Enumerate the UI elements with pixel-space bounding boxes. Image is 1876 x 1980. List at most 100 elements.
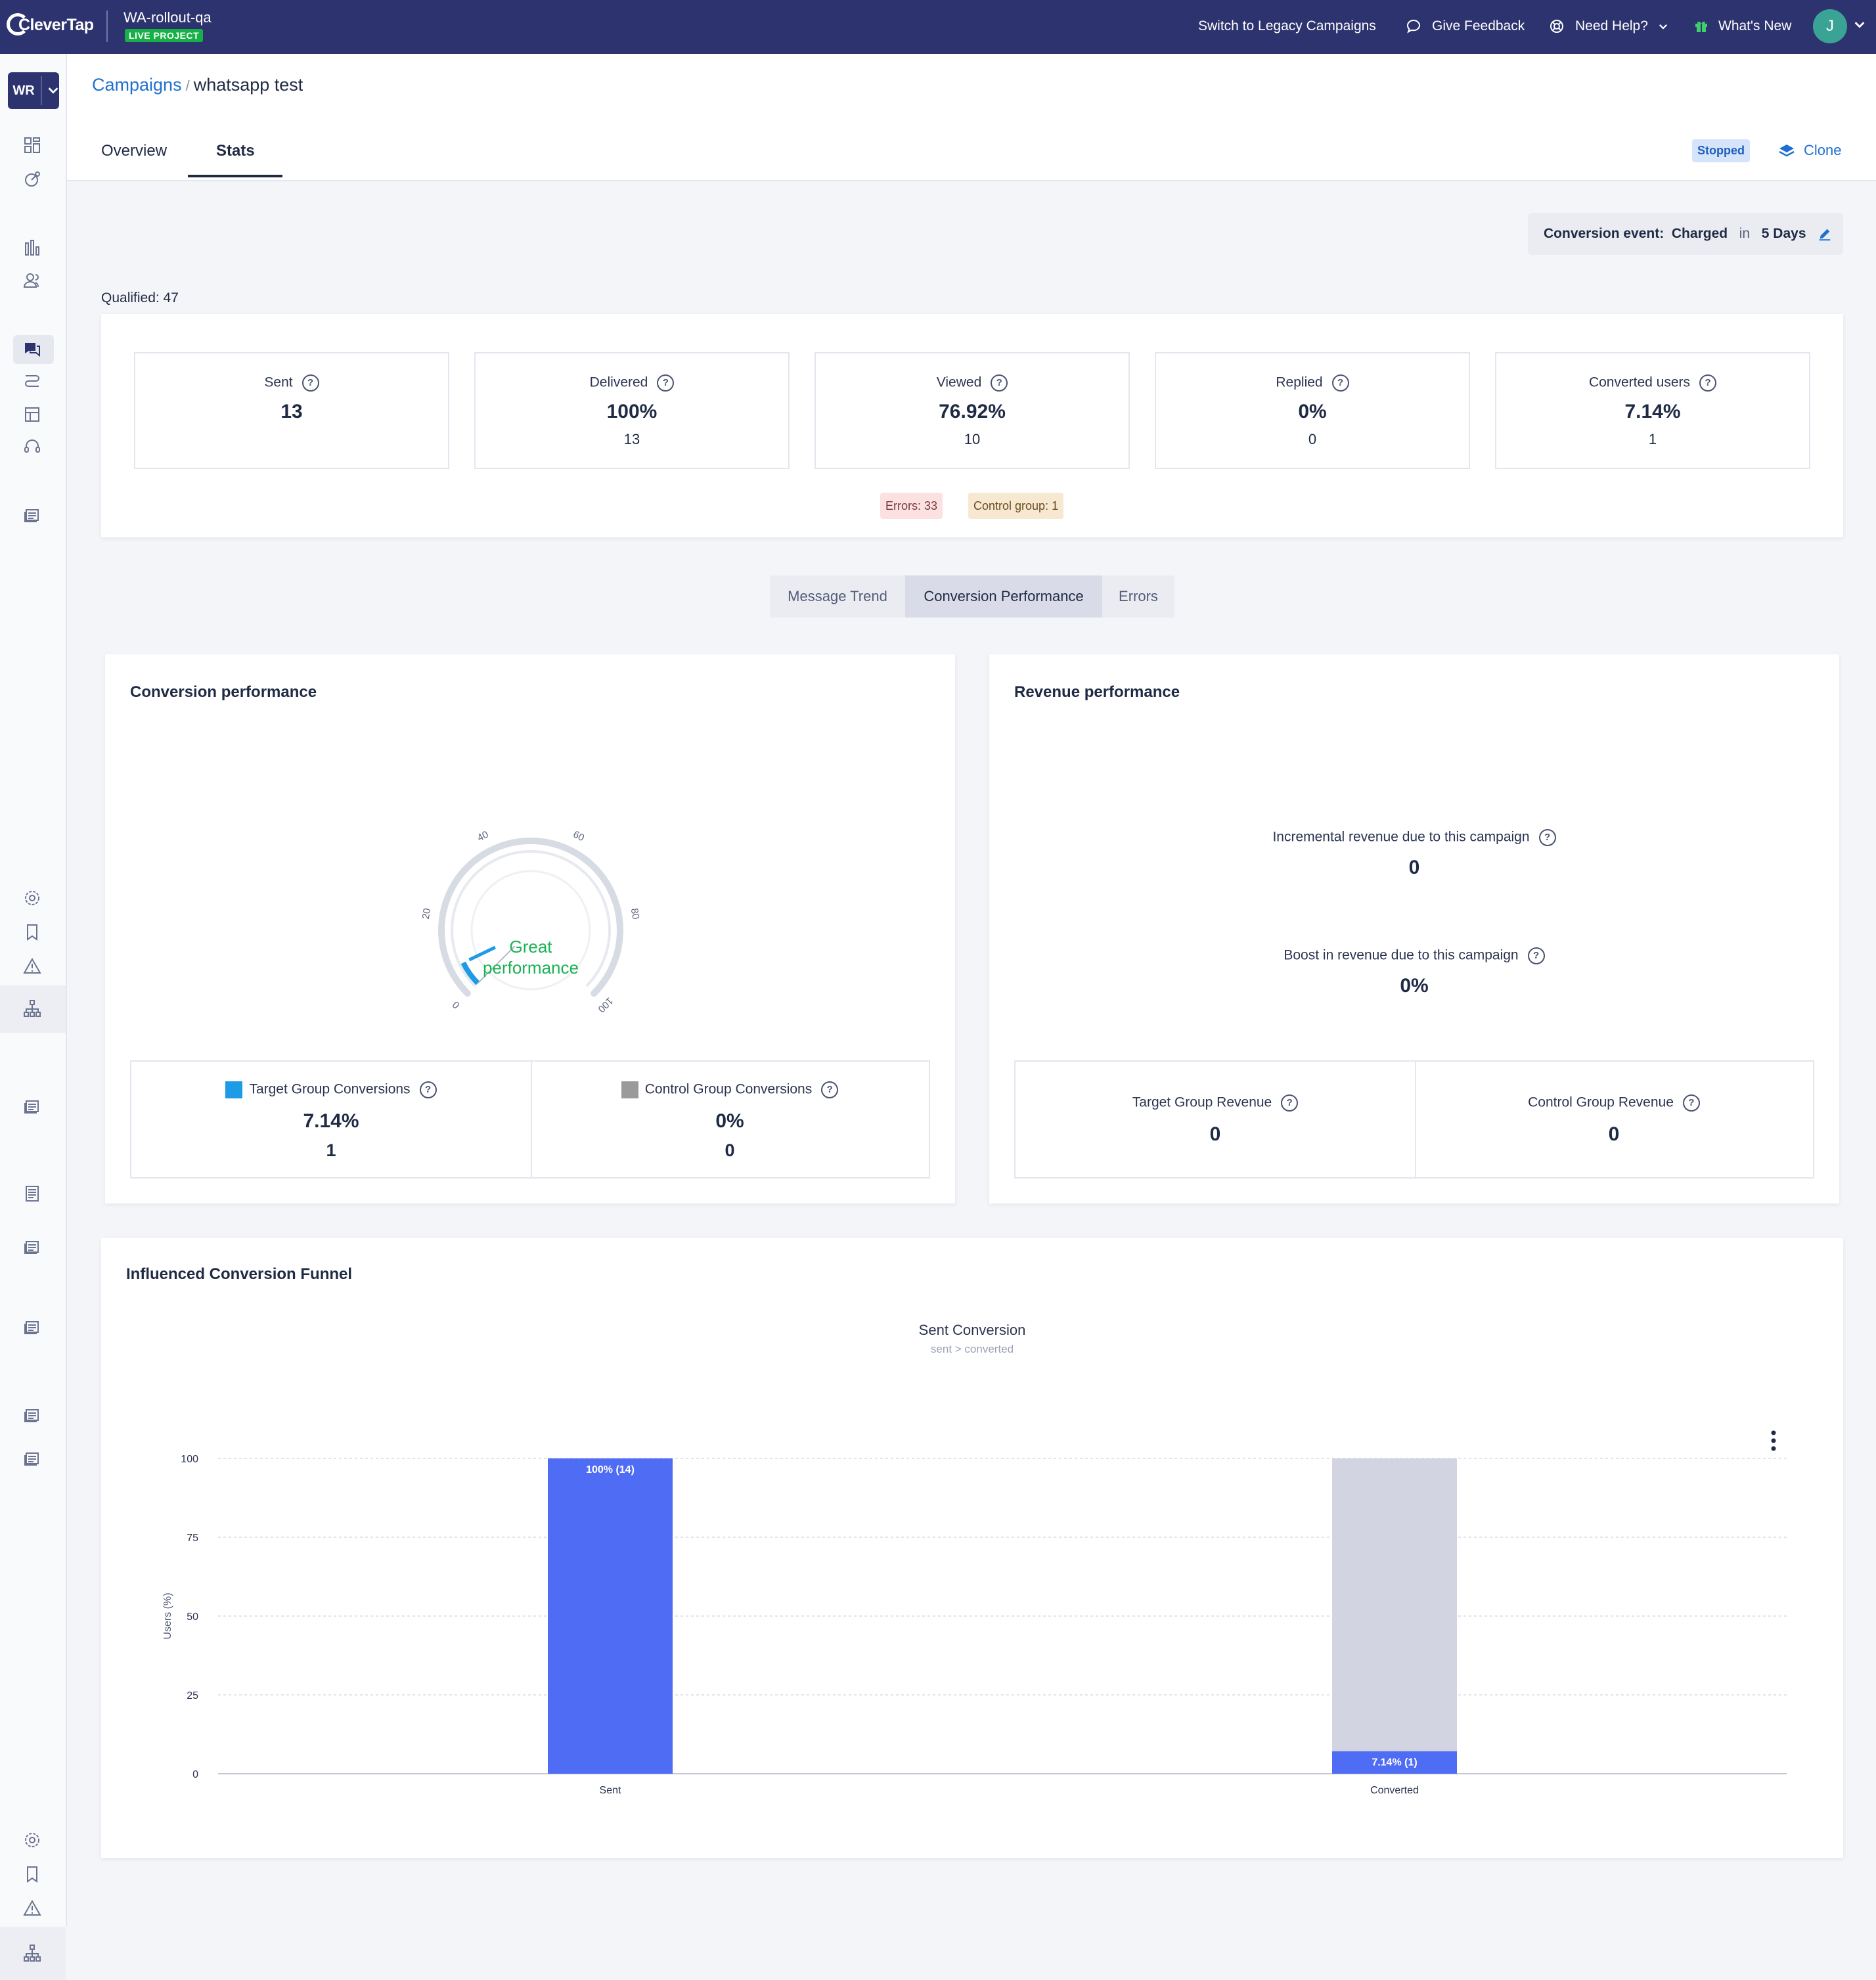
- workspace-initials: WR: [12, 83, 35, 98]
- journeys-icon[interactable]: [22, 372, 42, 392]
- conversion-event-selector[interactable]: Conversion event: Charged in 5 Days: [1528, 213, 1843, 255]
- bar-chart-icon[interactable]: [22, 238, 42, 258]
- analytics-icon[interactable]: [22, 169, 42, 189]
- stat-viewed-count: 10: [964, 431, 981, 447]
- whats-new-link[interactable]: What's New: [1693, 16, 1791, 36]
- help-icon[interactable]: ?: [1527, 947, 1545, 964]
- alert-icon[interactable]: [22, 1899, 42, 1918]
- help-icon[interactable]: ?: [821, 1081, 839, 1098]
- clone-button[interactable]: Clone: [1777, 141, 1841, 160]
- errors-chip[interactable]: Errors: 33: [880, 493, 943, 519]
- incremental-revenue: Incremental revenue due to this campaign…: [989, 829, 1839, 879]
- settings-icon[interactable]: [22, 888, 42, 908]
- incremental-revenue-label: Incremental revenue due to this campaign: [1272, 829, 1530, 845]
- gauge-tick-label: 40: [476, 829, 491, 844]
- help-icon[interactable]: ?: [991, 374, 1008, 392]
- help-icon[interactable]: ?: [1699, 374, 1717, 392]
- hierarchy-icon[interactable]: [22, 999, 42, 1018]
- brand-name: CleverTap: [18, 16, 94, 34]
- left-sidebar: WR: [0, 54, 67, 1980]
- page-header: [67, 54, 1876, 181]
- bar-sent: [548, 1458, 673, 1774]
- tab-errors[interactable]: Errors: [1119, 588, 1158, 604]
- whats-new-label: What's New: [1718, 18, 1792, 34]
- user-avatar[interactable]: J: [1813, 9, 1847, 43]
- chat-bubble-icon: [1406, 19, 1421, 34]
- users-icon[interactable]: [22, 271, 42, 290]
- stat-replied-value: 0%: [1298, 401, 1327, 422]
- control-group-chip[interactable]: Control group: 1: [968, 493, 1064, 519]
- help-icon[interactable]: ?: [419, 1081, 437, 1098]
- target-group-conversions-count: 1: [326, 1140, 336, 1160]
- reports-icon[interactable]: [22, 1318, 42, 1338]
- support-icon[interactable]: [22, 438, 42, 457]
- reports-icon[interactable]: [22, 1406, 42, 1426]
- edit-pencil-icon[interactable]: [1818, 227, 1832, 241]
- stat-viewed: Viewed? 76.92% 10: [815, 352, 1130, 469]
- conversion-performance-title: Conversion performance: [130, 683, 317, 701]
- chart-title: Sent Conversion: [918, 1322, 1026, 1338]
- settings-icon[interactable]: [22, 1830, 42, 1850]
- help-icon[interactable]: ?: [1281, 1094, 1299, 1112]
- kebab-menu-icon[interactable]: [1771, 1429, 1776, 1452]
- catalog-icon[interactable]: [22, 405, 42, 424]
- revenue-boost: Boost in revenue due to this campaign? 0…: [989, 947, 1839, 997]
- gauge-tick-label: 0: [451, 999, 462, 1011]
- reports-icon[interactable]: [22, 1097, 42, 1117]
- campaigns-icon[interactable]: [22, 340, 42, 359]
- breadcrumb: Campaigns / whatsapp test: [92, 75, 303, 95]
- funnel-title: Influenced Conversion Funnel: [126, 1265, 353, 1283]
- y-tick-label: 75: [187, 1533, 198, 1544]
- live-project-badge: LIVE PROJECT: [125, 29, 204, 42]
- avatar-chevron-down-icon[interactable]: [1852, 17, 1867, 32]
- qualified-count: Qualified: 47: [101, 290, 179, 305]
- conversion-gauge: 0 20 40 60 80 100 Great performance: [420, 829, 642, 1015]
- logo-mark-icon: [7, 13, 29, 35]
- gauge-pivot-line: [477, 945, 516, 984]
- bookmark-icon[interactable]: [22, 1864, 42, 1884]
- alert-icon[interactable]: [22, 956, 42, 976]
- gauge-tick-label: 80: [629, 907, 641, 920]
- help-icon[interactable]: ?: [1682, 1094, 1700, 1112]
- dashboard-icon[interactable]: [22, 135, 42, 155]
- tab-stats[interactable]: Stats: [216, 142, 255, 160]
- stat-converted-users: Converted users? 7.14% 1: [1495, 352, 1810, 469]
- target-group-conversions-value: 7.14%: [303, 1110, 359, 1132]
- clone-icon: [1779, 145, 1795, 157]
- lifebuoy-icon: [1550, 20, 1563, 33]
- stat-sent-label: Sent: [264, 374, 293, 390]
- help-icon[interactable]: ?: [1331, 374, 1349, 392]
- need-help-menu[interactable]: Need Help?: [1549, 16, 1669, 36]
- reports-icon[interactable]: [22, 1449, 42, 1469]
- stat-converted-value: 7.14%: [1624, 401, 1681, 422]
- bookmark-icon[interactable]: [22, 922, 42, 942]
- need-help-label: Need Help?: [1575, 18, 1648, 34]
- clevertap-logo[interactable]: CleverTap: [7, 12, 99, 41]
- workspace-switcher[interactable]: WR: [8, 72, 59, 109]
- revenue-performance-card: Revenue performance Incremental revenue …: [989, 654, 1839, 1204]
- give-feedback-link[interactable]: Give Feedback: [1406, 16, 1525, 36]
- reports-icon[interactable]: [22, 1184, 42, 1204]
- conversion-event-label: Conversion event:: [1544, 226, 1664, 241]
- breadcrumb-campaigns-link[interactable]: Campaigns: [92, 75, 182, 95]
- reports-icon[interactable]: [22, 506, 42, 526]
- page-title: whatsapp test: [193, 75, 303, 95]
- stat-viewed-value: 76.92%: [939, 401, 1006, 422]
- reports-icon[interactable]: [22, 1238, 42, 1257]
- gauge-label-line2: performance: [483, 958, 579, 978]
- tab-message-trend[interactable]: Message Trend: [788, 588, 887, 604]
- help-icon[interactable]: ?: [1538, 829, 1556, 846]
- hierarchy-icon[interactable]: [22, 1943, 42, 1963]
- stat-delivered-count: 13: [623, 431, 640, 447]
- gauge-tick-label: 100: [596, 995, 615, 1015]
- help-icon[interactable]: ?: [302, 374, 319, 392]
- project-name[interactable]: WA-rollout-qa: [123, 9, 212, 26]
- chevron-down-icon: [1659, 24, 1667, 30]
- y-tick-label: 25: [187, 1690, 198, 1701]
- help-icon[interactable]: ?: [657, 374, 675, 392]
- tab-conversion-performance[interactable]: Conversion Performance: [905, 575, 1102, 618]
- gauge-tick-label: 60: [571, 829, 587, 844]
- switch-legacy-link[interactable]: Switch to Legacy Campaigns: [1198, 18, 1376, 34]
- tab-overview[interactable]: Overview: [101, 142, 168, 160]
- control-group-revenue: Control Group Revenue? 0: [1415, 1062, 1813, 1177]
